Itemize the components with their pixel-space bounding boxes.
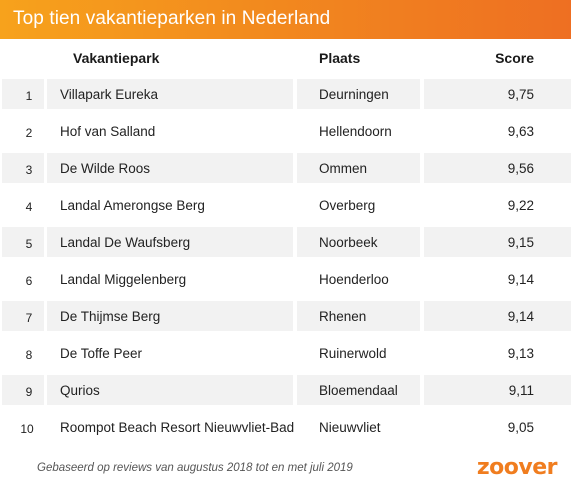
park-cell: Roompot Beach Resort Nieuwvliet-Bad (60, 420, 295, 435)
column-header-park: Vakantiepark (73, 50, 160, 66)
column-header-score: Score (495, 50, 534, 66)
table-row: 8 De Toffe Peer Ruinerwold 9,13 (0, 335, 571, 371)
park-cell: De Thijmse Berg (60, 309, 161, 324)
place-cell: Deurningen (319, 87, 389, 102)
score-cell: 9,15 (507, 235, 534, 250)
column-header-place: Plaats (319, 50, 361, 66)
zoover-logo: zoover (476, 455, 558, 480)
score-cell: 9,22 (507, 198, 534, 213)
place-cell: Rhenen (319, 309, 367, 324)
source-note: Gebaseerd op reviews van augustus 2018 t… (37, 462, 353, 474)
rank-cell: 6 (25, 274, 33, 288)
place-cell: Ommen (319, 161, 368, 176)
table-row: 3 De Wilde Roos Ommen 9,56 (0, 150, 571, 186)
park-cell: Hof van Salland (60, 124, 156, 139)
rank-cell: 9 (25, 385, 33, 399)
score-cell: 9,11 (508, 383, 534, 398)
place-cell: Bloemendaal (319, 383, 398, 398)
place-cell: Hoenderloo (319, 272, 389, 287)
table-row: 2 Hof van Salland Hellendoorn 9,63 (0, 113, 571, 149)
score-cell: 9,75 (507, 87, 534, 102)
park-cell: Landal Miggelenberg (60, 272, 187, 287)
park-cell: Qurios (60, 383, 100, 398)
table-row: 1 Villapark Eureka Deurningen 9,75 (0, 76, 571, 112)
score-cell: 9,14 (507, 309, 534, 324)
rank-cell: 3 (25, 163, 33, 177)
rank-cell: 4 (25, 200, 33, 214)
page-title: Top tien vakantieparken in Nederland (13, 8, 331, 29)
table-header: Vakantiepark Plaats Score (0, 46, 571, 72)
park-cell: De Wilde Roos (60, 161, 151, 176)
rank-cell: 8 (25, 348, 33, 362)
table-row: 5 Landal De Waufsberg Noorbeek 9,15 (0, 224, 571, 260)
score-cell: 9,13 (507, 346, 534, 361)
rank-cell: 5 (25, 237, 33, 251)
park-cell: Landal De Waufsberg (60, 235, 191, 250)
rank-cell: 7 (25, 311, 33, 325)
table-row: 7 De Thijmse Berg Rhenen 9,14 (0, 298, 571, 334)
place-cell: Overberg (319, 198, 376, 213)
rank-cell: 1 (25, 89, 33, 103)
park-cell: Landal Amerongse Berg (60, 198, 205, 213)
table-row: 10 Roompot Beach Resort Nieuwvliet-Bad N… (0, 409, 571, 445)
place-cell: Ruinerwold (319, 346, 387, 361)
park-cell: Villapark Eureka (60, 87, 159, 102)
place-cell: Hellendoorn (319, 124, 392, 139)
score-cell: 9,05 (507, 420, 534, 435)
table-row: 6 Landal Miggelenberg Hoenderloo 9,14 (0, 261, 571, 297)
score-cell: 9,14 (507, 272, 534, 287)
rank-cell: 10 (20, 422, 34, 436)
park-cell: De Toffe Peer (60, 346, 143, 361)
score-cell: 9,63 (507, 124, 534, 139)
table-row: 9 Qurios Bloemendaal 9,11 (0, 372, 571, 408)
table-row: 4 Landal Amerongse Berg Overberg 9,22 (0, 187, 571, 223)
rank-cell: 2 (25, 126, 33, 140)
place-cell: Noorbeek (319, 235, 378, 250)
score-cell: 9,56 (507, 161, 534, 176)
footer: Gebaseerd op reviews van augustus 2018 t… (0, 452, 571, 482)
place-cell: Nieuwvliet (319, 420, 381, 435)
title-bar: Top tien vakantieparken in Nederland (0, 0, 571, 39)
